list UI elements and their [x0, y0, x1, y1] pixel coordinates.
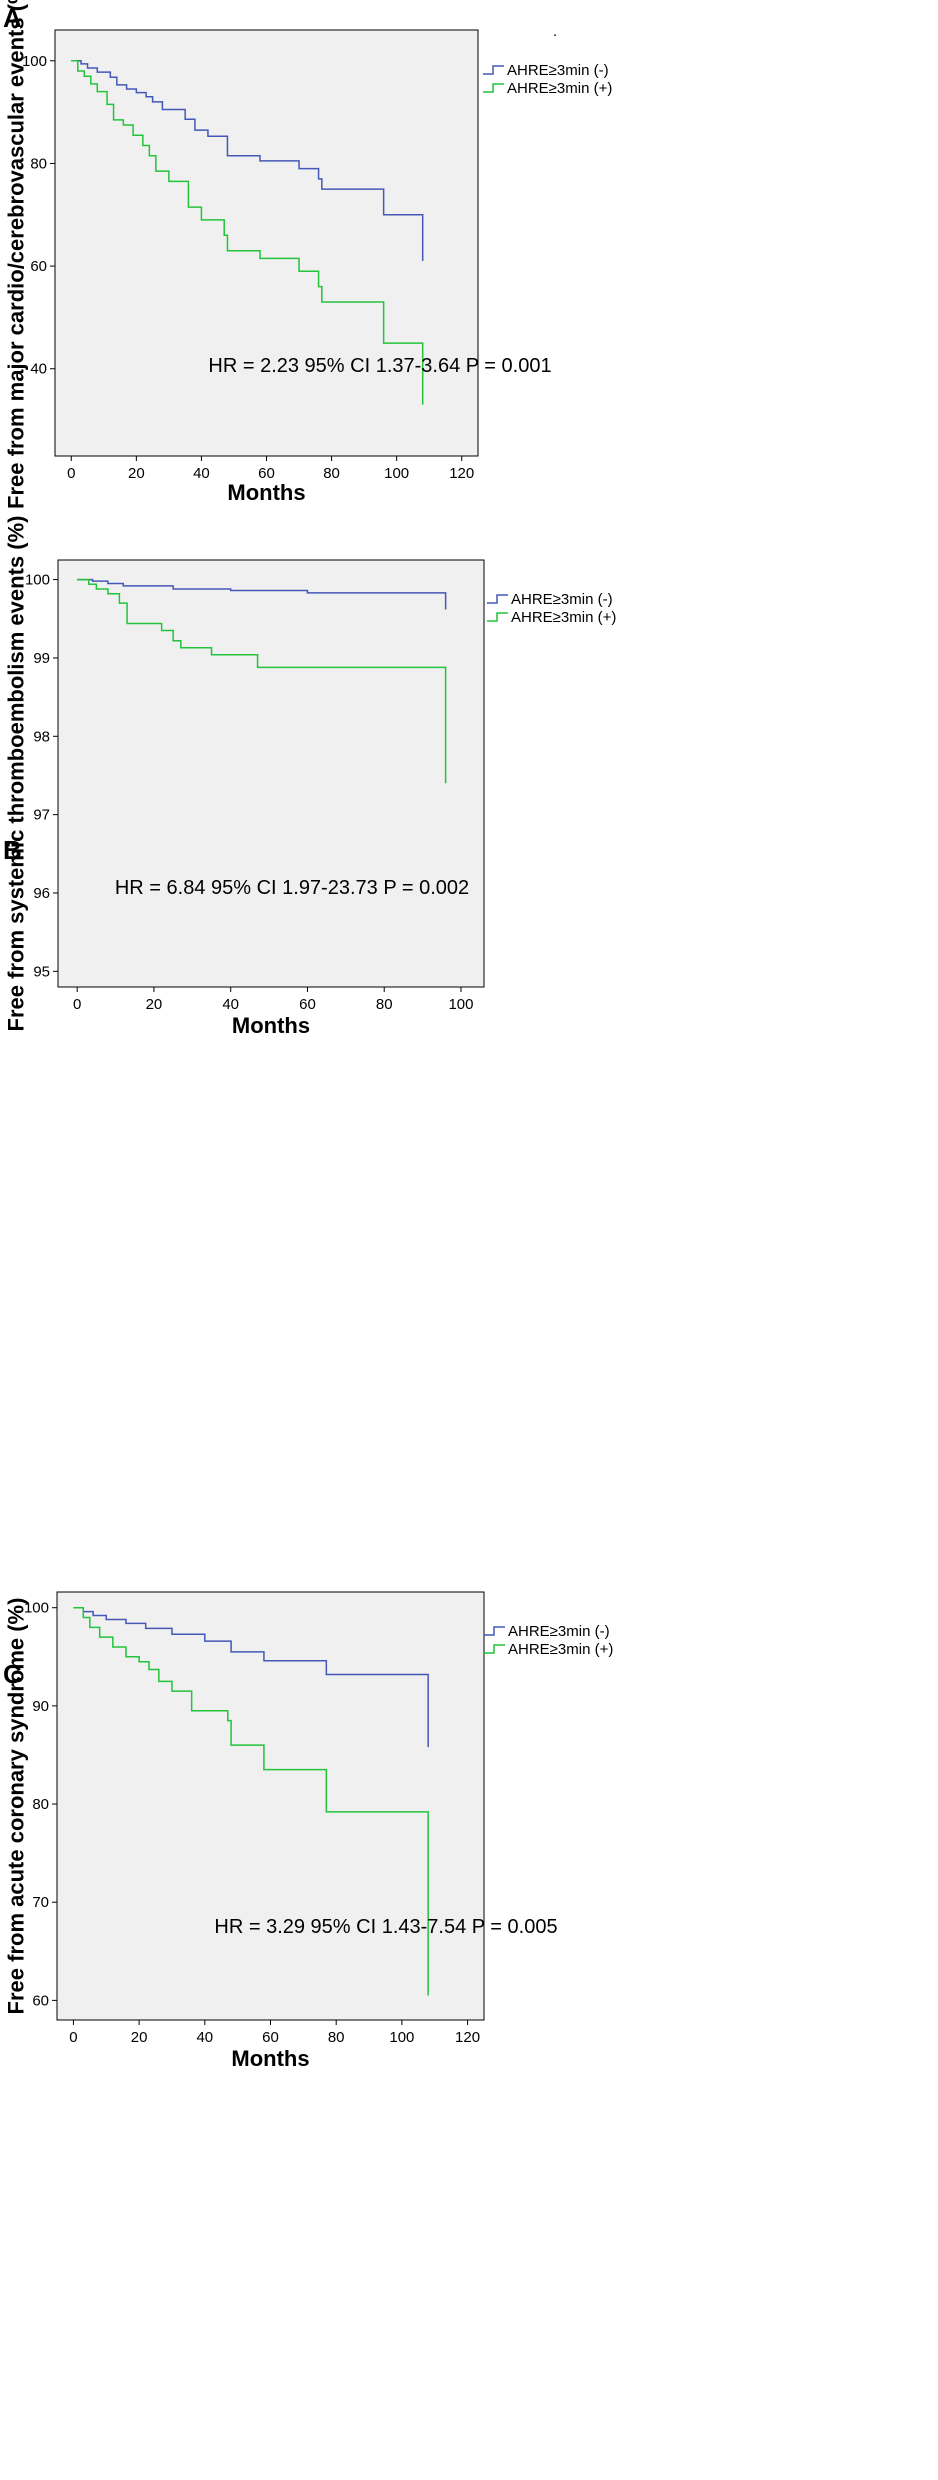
x-tick-label: 120 [449, 465, 474, 482]
x-tick-label: 40 [193, 465, 210, 482]
series-line-negative [77, 578, 447, 610]
y-tick-label: 60 [32, 1992, 49, 2009]
legend-symbol [483, 83, 504, 93]
x-tick-label: 80 [328, 2029, 345, 2046]
y-tick-label: 98 [33, 728, 50, 745]
panel-b: B 0 20 40 60 80 100 95 96 97 98 99 100 Months Free fr… [3, 516, 616, 1038]
panel-c: C 0 20 40 60 80 100 120 60 70 80 90 100 Months Free f… [3, 1591, 613, 2071]
x-tick-label: 80 [376, 996, 393, 1013]
x-tick-label: 0 [69, 2029, 77, 2046]
x-tick-label: 100 [384, 465, 409, 482]
x-axis-title: Months [227, 480, 305, 505]
x-tick-label: 100 [448, 996, 473, 1013]
hazard-ratio-annotation: HR = 2.23 95% CI 1.37-3.64 P = 0.001 [208, 355, 551, 377]
panel-a-letter: A [3, 3, 22, 33]
x-axis-title: Months [231, 2046, 309, 2071]
x-axis-title: Months [232, 1013, 310, 1038]
hazard-ratio-annotation: HR = 6.84 95% CI 1.97-23.73 P = 0.002 [115, 877, 469, 899]
legend-symbol [487, 612, 508, 622]
legend-label: AHRE≥3min (+) [508, 1641, 613, 1658]
panel-c-letter: C [3, 1659, 22, 1689]
legend-label: AHRE≥3min (+) [511, 609, 616, 626]
legend-label: AHRE≥3min (-) [511, 591, 613, 608]
x-tick-label: 0 [73, 996, 81, 1013]
hazard-ratio-annotation: HR = 3.29 95% CI 1.43-7.54 P = 0.005 [214, 1916, 557, 1938]
x-tick-label: 60 [262, 2029, 279, 2046]
y-tick-label: 97 [33, 807, 50, 824]
series-line-positive [71, 60, 424, 405]
y-tick-label: 90 [32, 1698, 49, 1715]
y-axis-title: Free from acute coronary syndrome (%) [4, 1598, 29, 2015]
y-tick-label: 80 [30, 155, 47, 172]
plot-area [54, 29, 479, 457]
y-tick-label: 96 [33, 885, 50, 902]
legend-symbol [484, 1644, 505, 1654]
legend-symbol [487, 594, 508, 604]
legend-label: AHRE≥3min (+) [507, 80, 612, 97]
panel-a: A . 0 20 40 60 80 100 120 40 60 80 100 Months Free f… [3, 0, 612, 509]
y-tick-label: 70 [32, 1894, 49, 1911]
x-tick-label: 60 [299, 996, 316, 1013]
y-tick-label: 100 [25, 572, 50, 589]
series-line-positive [73, 1606, 429, 1996]
series-line-negative [71, 60, 424, 261]
series-line-positive [77, 578, 447, 784]
y-tick-label: 99 [33, 650, 50, 667]
x-tick-label: 0 [67, 465, 75, 482]
y-axis-title: Free from systemic thromboembolism event… [4, 516, 29, 1032]
stray-mark: . [553, 23, 557, 40]
legend-symbol [484, 1626, 505, 1636]
x-tick-label: 60 [258, 465, 275, 482]
y-tick-label: 100 [22, 53, 47, 70]
legend-label: AHRE≥3min (-) [508, 1623, 610, 1640]
x-tick-label: 20 [146, 996, 163, 1013]
y-tick-label: 40 [30, 361, 47, 378]
x-tick-label: 20 [128, 465, 145, 482]
plot-area [57, 559, 485, 988]
series-line-negative [73, 1606, 429, 1748]
y-tick-label: 60 [30, 258, 47, 275]
x-tick-label: 40 [196, 2029, 213, 2046]
plot-area [56, 1591, 485, 2021]
x-tick-label: 80 [323, 465, 340, 482]
x-tick-label: 120 [455, 2029, 480, 2046]
legend-symbol [483, 65, 504, 75]
legend-label: AHRE≥3min (-) [507, 62, 609, 79]
y-tick-label: 80 [32, 1796, 49, 1813]
panel-b-letter: B [3, 835, 22, 865]
y-tick-label: 95 [33, 963, 50, 980]
x-tick-label: 100 [389, 2029, 414, 2046]
x-tick-label: 20 [131, 2029, 148, 2046]
y-tick-label: 100 [24, 1600, 49, 1617]
x-tick-label: 40 [222, 996, 239, 1013]
y-axis-title: Free from major cardio/cerebrovascular e… [4, 0, 29, 509]
